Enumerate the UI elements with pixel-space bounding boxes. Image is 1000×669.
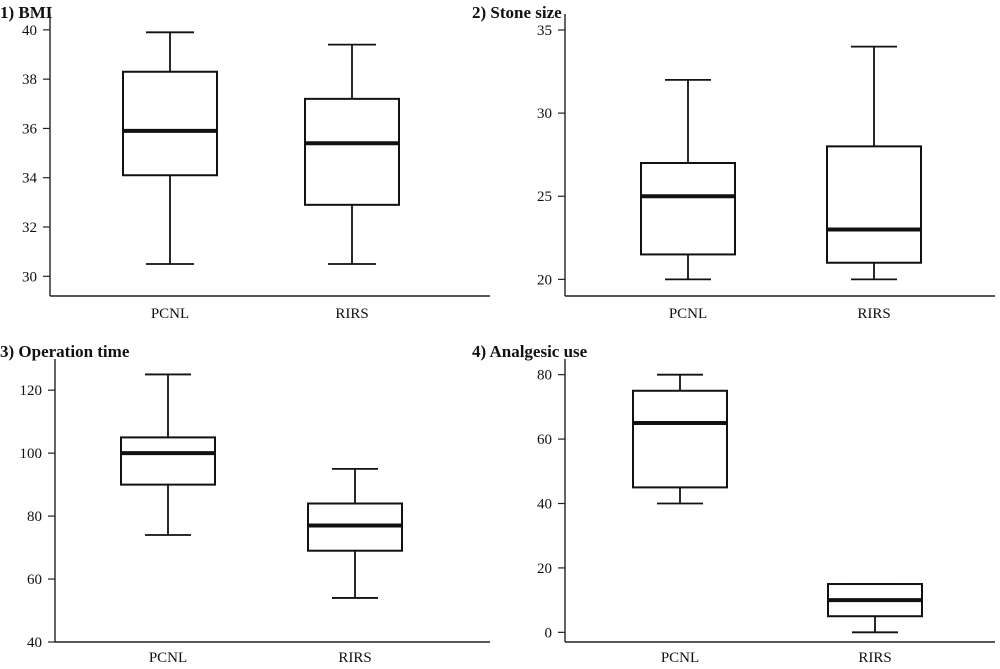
iqr-box [826,145,922,264]
box-plot-rirs [826,45,922,281]
iqr-box [122,70,218,177]
y-tick-label: 100 [20,446,43,462]
iqr-box [640,161,736,256]
box-plot-pcnl [640,78,736,281]
y-tick-label: 30 [22,269,37,285]
box-plot-pcnl [122,31,218,265]
operation-time-panel: 3) Operation time 40 60 80 100 120 PCNL RIRS [0,342,490,666]
panel-title: 1) BMI [0,3,53,22]
y-tick-label: 80 [537,368,552,384]
panel-title: 2) Stone size [472,3,562,22]
iqr-box [632,389,728,489]
y-tick-label: 32 [22,220,37,236]
box-plot-pcnl [120,373,216,536]
category-label: RIRS [335,306,368,322]
y-tick-label: 80 [27,509,42,525]
y-tick-label: 30 [537,106,552,122]
y-tick-label: 40 [27,635,42,651]
iqr-box [120,436,216,486]
y-tick-label: 120 [20,383,43,399]
iqr-box [304,97,400,206]
category-label: PCNL [151,306,189,322]
category-label: PCNL [149,650,187,666]
y-tick-label: 25 [537,189,552,205]
y-tick-label: 36 [22,121,38,137]
y-tick-label: 35 [537,23,552,39]
category-label: PCNL [669,306,707,322]
panel-title: 3) Operation time [0,342,130,361]
y-tick-label: 40 [537,497,552,513]
box-plot-rirs [307,467,403,599]
box-plot-rirs [827,583,923,634]
category-label: PCNL [661,650,699,666]
y-tick-label: 40 [22,23,37,39]
stone-size-panel: 2) Stone size 20 25 30 35 PCNL RIRS [472,3,995,322]
category-label: RIRS [858,650,891,666]
y-tick-label: 60 [537,432,552,448]
panel-title: 4) Analgesic use [472,342,588,361]
category-label: RIRS [857,306,890,322]
y-tick-label: 20 [537,272,552,288]
analgesic-use-panel: 4) Analgesic use 0 20 40 60 80 PCNL RIRS [472,342,995,666]
y-tick-label: 60 [27,572,42,588]
y-tick-label: 34 [22,171,38,187]
category-label: RIRS [338,650,371,666]
y-tick-label: 0 [545,625,553,641]
y-tick-label: 38 [22,72,37,88]
bmi-panel: 1) BMI 30 32 34 36 38 40 PCNL RIRS [0,3,490,322]
box-plot-pcnl [632,373,728,505]
box-plot-rirs [304,43,400,265]
y-tick-label: 20 [537,561,552,577]
